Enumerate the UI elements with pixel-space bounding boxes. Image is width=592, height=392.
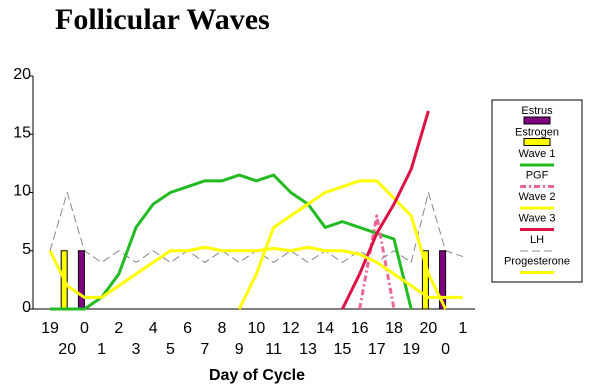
line-series	[341, 110, 430, 310]
legend-label: LH	[530, 234, 544, 246]
x-tick-label: 1	[458, 320, 467, 337]
legend-label: Wave 2	[519, 191, 556, 203]
x-tick-label: 6	[183, 320, 192, 337]
x-tick-label: 15	[334, 341, 352, 358]
x-tick-label: 5	[166, 341, 175, 358]
y-tick-label: 15	[13, 124, 31, 141]
x-tick-label: 20	[420, 320, 438, 337]
x-tick-label: 9	[235, 341, 244, 358]
x-tick-label: 19	[41, 320, 59, 337]
chart-title: Follicular Waves	[55, 3, 270, 36]
x-tick-label: 7	[200, 341, 209, 358]
x-tick-label: 0	[80, 320, 89, 337]
y-tick-label: 20	[13, 66, 31, 83]
x-tick-label: 11	[265, 341, 282, 358]
x-axis-title: Day of Cycle	[209, 367, 305, 384]
legend-label: Progesterone	[504, 255, 570, 267]
x-tick-label: 18	[385, 320, 403, 337]
y-tick-label: 0	[22, 299, 31, 316]
x-tick-label: 4	[149, 320, 158, 337]
line-series	[358, 214, 396, 310]
legend-swatch	[523, 116, 551, 125]
line-series	[237, 179, 447, 310]
legend-label: PGF	[526, 169, 549, 181]
x-tick-label: 13	[299, 341, 317, 358]
bar	[439, 250, 447, 310]
legend-label: Wave 1	[519, 148, 556, 160]
legend-label: Estrus	[521, 105, 553, 117]
x-tick-label: 20	[58, 341, 76, 358]
bar	[77, 250, 85, 310]
x-tick-label: 14	[316, 320, 334, 337]
x-tick-label: 0	[441, 341, 450, 358]
legend-swatch	[523, 138, 551, 146]
line-series	[48, 245, 463, 299]
x-tick-label: 8	[218, 320, 227, 337]
line-series	[50, 173, 413, 311]
y-tick-label: 5	[22, 241, 31, 258]
x-tick-label: 16	[351, 320, 369, 337]
y-tick-label: 10	[13, 183, 31, 200]
x-tick-label: 2	[114, 320, 123, 337]
x-tick-label: 1	[97, 341, 106, 358]
legend-label: Estrogen	[515, 126, 559, 138]
x-tick-label: 19	[402, 341, 420, 358]
x-tick-label: 17	[368, 341, 386, 358]
legend-label: Wave 3	[519, 212, 556, 224]
x-tick-label: 12	[282, 320, 300, 337]
legend-box	[491, 99, 583, 283]
x-tick-label: 10	[248, 320, 266, 337]
bar	[421, 250, 429, 310]
x-tick-label: 3	[132, 341, 141, 358]
